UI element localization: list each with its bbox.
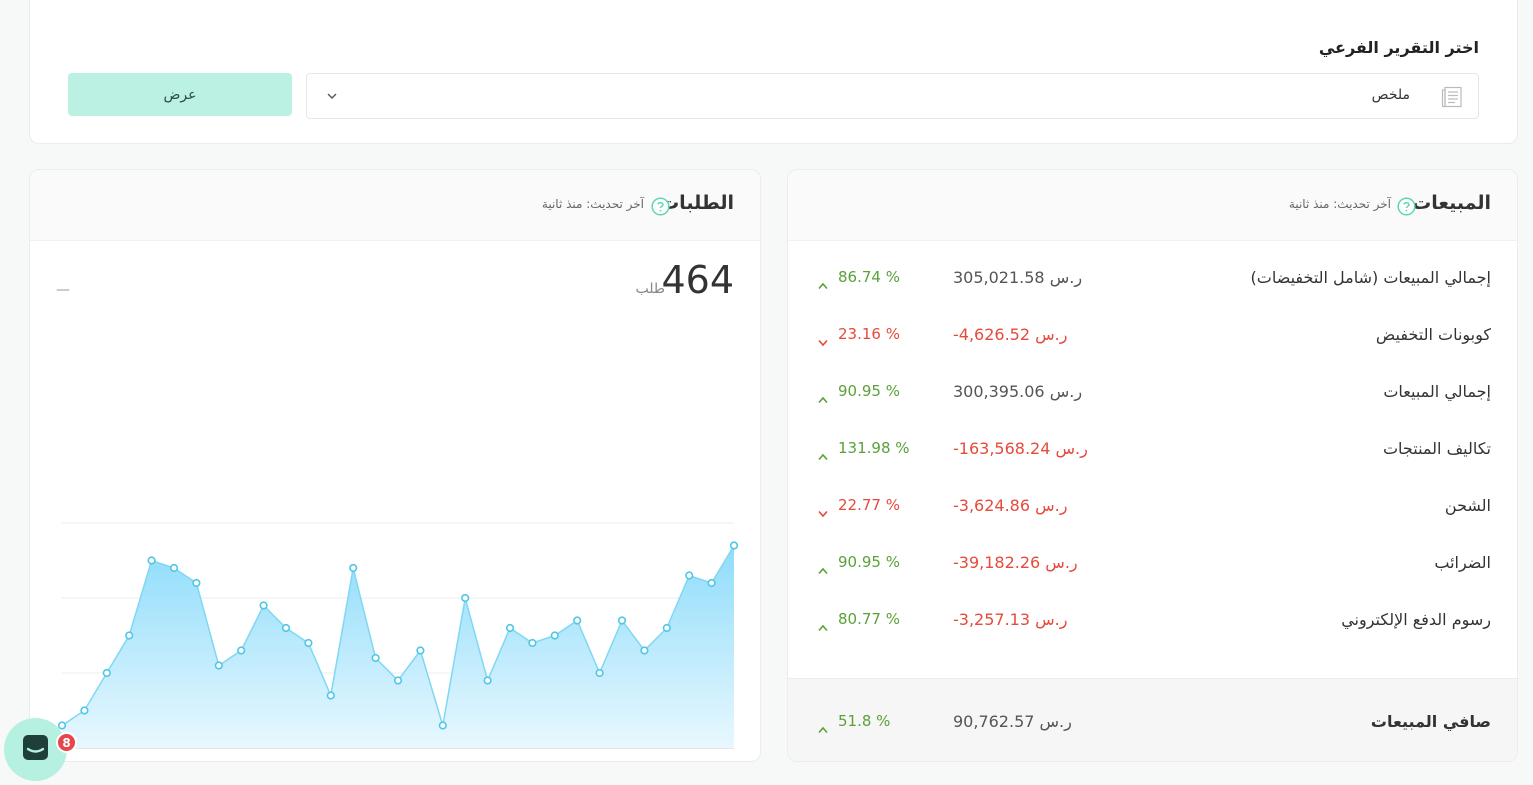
orders-card: الطلبات آخر تحديث: منذ ثانية 464 طلب — 2… (29, 169, 761, 762)
sales-row-value: -3,257.13 ر.س (953, 610, 1068, 629)
orders-toggle[interactable]: — (56, 282, 70, 298)
chart-point[interactable] (102, 668, 111, 678)
arrow-down-icon (818, 503, 828, 522)
orders-chart: 2025-03-31 2025-03-27 2025-03-23 2025-03-19… (57, 522, 739, 749)
arrow-up-icon (818, 560, 828, 579)
chart-point[interactable] (461, 593, 470, 603)
sales-row-value: -39,182.26 ر.س (953, 553, 1078, 572)
chart-point[interactable] (595, 668, 604, 678)
orders-area (62, 545, 734, 748)
chat-notification-badge: 8 (56, 732, 77, 753)
help-icon[interactable] (1397, 197, 1416, 220)
chart-point[interactable] (393, 676, 403, 685)
sales-row-value: -3,624.86 ر.س (953, 496, 1068, 515)
sales-card: المبيعات آخر تحديث: منذ ثانية إجمالي الم… (787, 169, 1518, 762)
sales-row-pct: 131.98 % (838, 439, 910, 457)
chart-point[interactable] (237, 646, 246, 655)
sales-row-label: تكاليف المنتجات (1382, 439, 1491, 458)
sales-row-pct: 22.77 % (838, 496, 900, 514)
orders-title: الطلبات (660, 192, 734, 214)
orders-updated: آخر تحديث: منذ ثانية (541, 197, 644, 211)
arrow-up-icon (818, 275, 828, 294)
chart-point[interactable] (169, 563, 179, 573)
report-select[interactable]: ملخص (306, 73, 1479, 119)
sales-row-value: -4,626.52 ر.س (953, 325, 1068, 344)
sales-row-value: 300,395.06 ر.س (953, 382, 1083, 401)
net-sales-row: صافي المبيعات 90,762.57 ر.س 51.8 % (788, 678, 1517, 761)
sales-row: إجمالي المبيعات (شامل التخفيضات) 305,021.… (788, 260, 1517, 296)
sales-row: تكاليف المنتجات -163,568.24 ر.س 131.98 % (788, 431, 1517, 467)
chart-point[interactable] (80, 706, 89, 715)
sales-row-pct: 90.95 % (838, 382, 900, 400)
sales-row-label: إجمالي المبيعات (شامل التخفيضات) (1250, 268, 1491, 287)
arrow-up-icon (818, 617, 828, 636)
chart-point[interactable] (259, 601, 268, 610)
help-icon[interactable] (651, 197, 670, 220)
orders-card-header: الطلبات آخر تحديث: منذ ثانية (30, 170, 760, 241)
chart-point[interactable] (214, 661, 223, 670)
sales-row-value: 305,021.58 ر.س (953, 268, 1083, 287)
chart-point[interactable] (326, 691, 335, 700)
document-icon (1440, 85, 1464, 113)
chart-point[interactable] (125, 631, 134, 640)
arrow-down-icon (818, 332, 828, 351)
sales-row: رسوم الدفع الإلكتروني -3,257.13 ر.س 80.77 … (788, 602, 1517, 638)
report-select-value: ملخص (1371, 87, 1410, 103)
arrow-up-icon (818, 389, 828, 408)
sales-updated: آخر تحديث: منذ ثانية (1288, 197, 1391, 211)
chart-point[interactable] (483, 676, 492, 685)
sales-row-value: -163,568.24 ر.س (953, 439, 1088, 458)
sales-row: الشحن -3,624.86 ر.س 22.77 % (788, 488, 1517, 524)
sales-row: كوبونات التخفيض -4,626.52 ر.س 23.16 % (788, 317, 1517, 353)
orders-unit: طلب (635, 281, 665, 297)
chart-point[interactable] (550, 631, 559, 640)
chart-point[interactable] (349, 563, 358, 573)
sales-row-label: الشحن (1444, 496, 1491, 515)
sales-row-label: الضرائب (1434, 553, 1491, 572)
chat-icon (23, 735, 48, 760)
chart-point[interactable] (729, 541, 739, 550)
net-sales-label: صافي المبيعات (1370, 712, 1491, 731)
chart-point[interactable] (192, 578, 201, 588)
sales-row-pct: 80.77 % (838, 610, 900, 628)
sales-card-header: المبيعات آخر تحديث: منذ ثانية (788, 170, 1517, 241)
chart-point[interactable] (685, 571, 694, 580)
show-button[interactable]: عرض (68, 73, 292, 116)
sales-title: المبيعات (1412, 192, 1491, 214)
sales-row-pct: 86.74 % (838, 268, 900, 286)
orders-count: 464 (661, 258, 734, 302)
arrow-up-icon (818, 719, 828, 738)
sales-row-pct: 23.16 % (838, 325, 900, 343)
chart-point[interactable] (707, 578, 716, 588)
chart-point[interactable] (528, 638, 537, 648)
sales-row-pct: 90.95 % (838, 553, 900, 571)
chevron-down-icon (325, 88, 339, 107)
report-filter-card: اختر التقرير الفرعي ملخص عرض (29, 0, 1518, 144)
sales-row: الضرائب -39,182.26 ر.س 90.95 % (788, 545, 1517, 581)
chart-point[interactable] (57, 721, 67, 730)
sales-row: إجمالي المبيعات 300,395.06 ر.س 90.95 % (788, 374, 1517, 410)
chart-point[interactable] (505, 623, 515, 633)
chart-point[interactable] (416, 646, 425, 655)
chart-point[interactable] (371, 653, 380, 663)
chart-point[interactable] (281, 623, 291, 633)
net-sales-value: 90,762.57 ر.س (953, 712, 1072, 731)
chart-point[interactable] (640, 646, 649, 655)
sales-row-label: كوبونات التخفيض (1375, 325, 1491, 344)
sales-row-label: رسوم الدفع الإلكتروني (1341, 610, 1491, 629)
chat-launcher-button[interactable] (4, 718, 67, 781)
chart-point[interactable] (617, 616, 627, 625)
chart-point[interactable] (662, 623, 671, 633)
filter-label: اختر التقرير الفرعي (1318, 38, 1479, 57)
chart-point[interactable] (304, 638, 313, 648)
net-sales-pct: 51.8 % (838, 712, 891, 730)
arrow-up-icon (818, 446, 828, 465)
chart-point[interactable] (438, 721, 447, 730)
chart-point[interactable] (573, 616, 582, 625)
sales-row-label: إجمالي المبيعات (1383, 382, 1491, 401)
chart-point[interactable] (147, 556, 156, 565)
